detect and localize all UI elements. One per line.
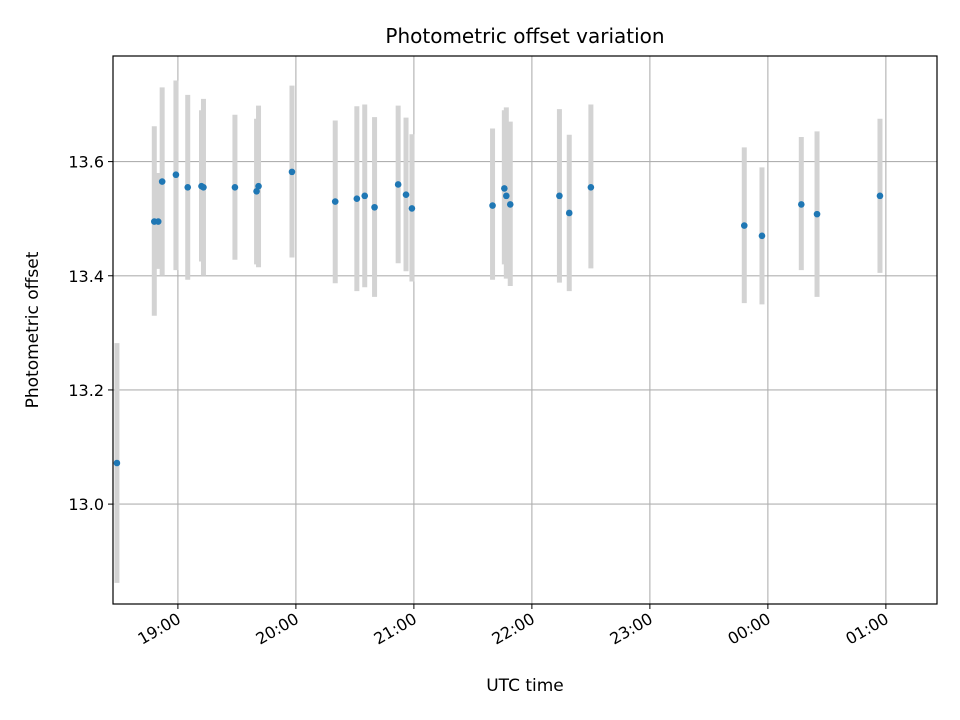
data-point	[253, 187, 260, 195]
x-axis-label: UTC time	[486, 676, 564, 696]
data-point	[184, 183, 192, 191]
data-point	[489, 202, 496, 209]
y-axis-ticks: 13.0 13.2 13.4 13.6	[68, 153, 113, 514]
y-axis-label: Photometric offset	[23, 251, 43, 408]
data-point	[565, 209, 573, 217]
data-point	[200, 183, 207, 191]
y-tick-label: 13.6	[68, 153, 104, 172]
plot-frame	[112, 55, 938, 605]
data-point	[876, 192, 884, 200]
chart-title: Photometric offset variation	[385, 24, 664, 48]
y-tick-label: 13.2	[68, 381, 104, 400]
data-points	[113, 168, 884, 467]
data-point	[331, 198, 339, 205]
data-point	[113, 459, 121, 467]
data-point	[288, 168, 296, 176]
data-point	[361, 192, 369, 200]
y-tick-label: 13.0	[68, 495, 104, 514]
y-tick-label: 13.4	[68, 267, 104, 286]
data-point	[740, 222, 748, 229]
data-point	[353, 195, 361, 203]
data-point	[506, 201, 514, 208]
data-point	[394, 181, 402, 188]
data-point	[172, 171, 180, 179]
data-point	[758, 232, 766, 240]
data-point	[255, 182, 262, 190]
grid	[113, 56, 937, 604]
data-point	[503, 192, 510, 200]
data-point	[371, 203, 378, 211]
data-point	[501, 185, 508, 192]
data-point	[556, 192, 563, 200]
data-point	[798, 201, 805, 208]
data-point	[813, 210, 821, 218]
data-point	[158, 178, 166, 185]
data-point	[402, 191, 410, 199]
data-point	[154, 218, 162, 225]
data-point	[231, 183, 239, 191]
data-point	[408, 205, 416, 212]
data-point	[587, 183, 595, 191]
